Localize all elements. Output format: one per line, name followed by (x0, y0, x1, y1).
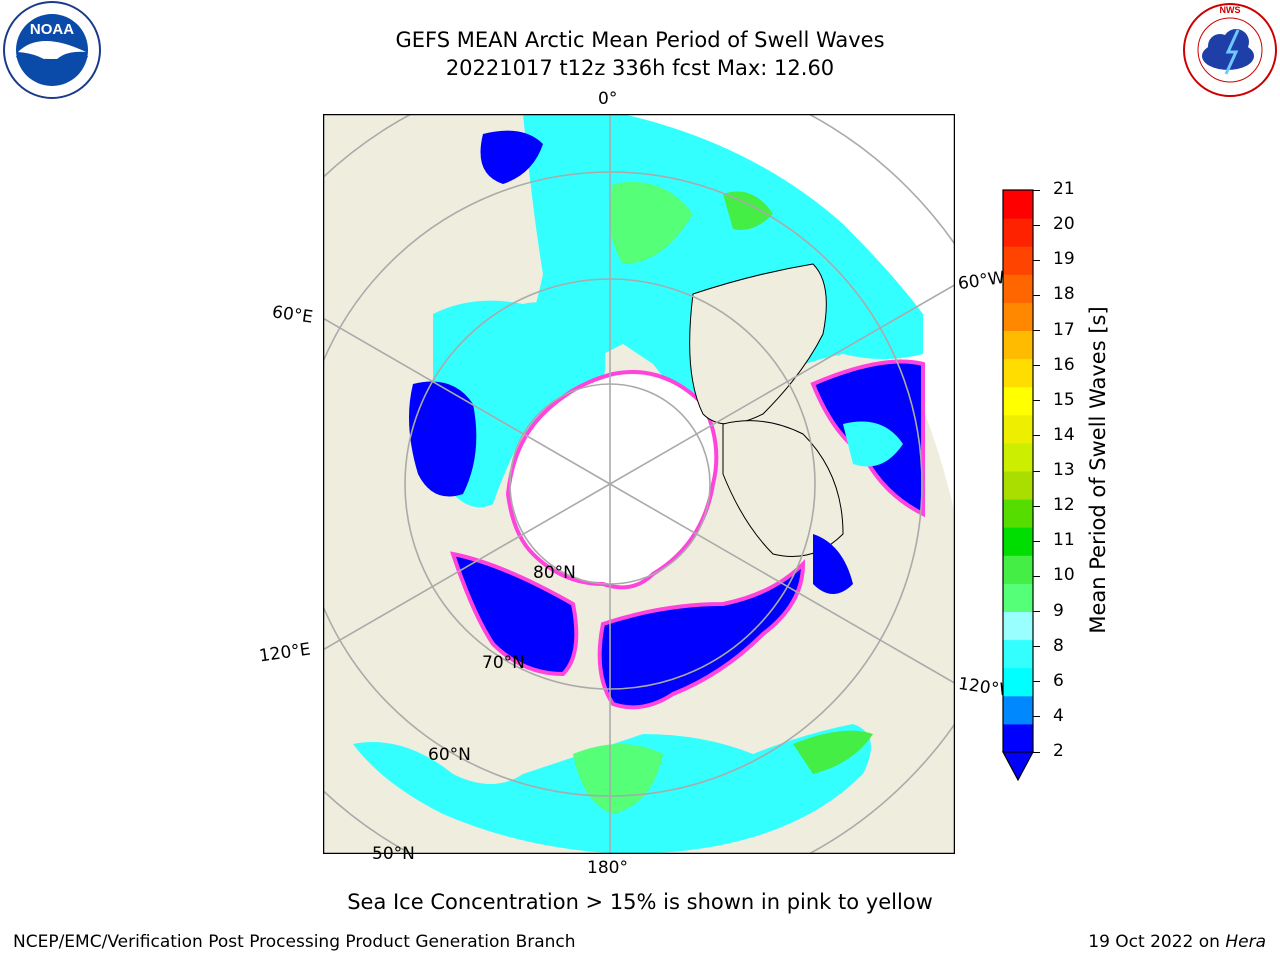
greenland (689, 263, 827, 425)
colorbar-swatch (1003, 499, 1033, 528)
svg-text:NWS: NWS (1220, 5, 1241, 15)
colorbar-swatch (1003, 471, 1033, 500)
colorbar-label: Mean Period of Swell Waves [s] (1086, 306, 1110, 634)
colorbar-tick-label: 4 (1053, 705, 1064, 726)
colorbar-tick-label: 14 (1053, 424, 1075, 445)
colorbar-tick-mark (1033, 189, 1040, 191)
lon-label-60e: 60°E (270, 302, 315, 328)
colorbar-tick-mark (1033, 646, 1040, 648)
colorbar-tick-label: 15 (1053, 389, 1075, 410)
colorbar-tick-label: 20 (1053, 214, 1075, 235)
lat-label-50: 50°N (372, 844, 415, 864)
colorbar-tick-label: 19 (1053, 249, 1075, 270)
colorbar-tick-label: 18 (1053, 284, 1075, 305)
colorbar-swatch (1003, 414, 1033, 444)
colorbar-swatch (1003, 386, 1033, 416)
colorbar-tick-label: 6 (1053, 670, 1064, 691)
beaufort-sea (597, 559, 806, 710)
colorbar-tick-mark (1033, 294, 1040, 296)
lon-label-60w: 60°W (956, 267, 1007, 295)
colorbar (1001, 189, 1035, 782)
colorbar-tick-mark (1033, 400, 1040, 402)
colorbar-tick-mark (1033, 540, 1040, 542)
lon-label-180: 180° (587, 858, 628, 878)
lat-label-80: 80°N (533, 563, 576, 583)
colorbar-tick-mark (1033, 611, 1040, 612)
footer-date: 19 Oct 2022 on (1088, 932, 1226, 952)
lon-label-120e: 120°E (257, 639, 312, 667)
colorbar-tick-label: 10 (1053, 565, 1075, 586)
colorbar-tick-label: 11 (1053, 530, 1075, 551)
colorbar-swatch (1003, 274, 1033, 303)
colorbar-swatch (1003, 583, 1033, 612)
lon-label-0: 0° (598, 89, 618, 109)
lat-label-70: 70°N (482, 653, 525, 673)
colorbar-tick-label: 2 (1053, 741, 1064, 761)
colorbar-tick-mark (1033, 716, 1040, 718)
colorbar-swatch (1003, 358, 1033, 388)
colorbar-swatch (1003, 190, 1033, 219)
footer-host: Hera (1225, 932, 1266, 952)
colorbar-swatch (1003, 723, 1033, 753)
colorbar-extend-arrow (1001, 751, 1035, 782)
footer-left: NCEP/EMC/Verification Post Processing Pr… (13, 932, 576, 952)
colorbar-tick-mark (1033, 751, 1040, 753)
chart-title-line2: 20221017 t12z 336h fcst Max: 12.60 (445, 56, 835, 80)
colorbar-swatch (1003, 302, 1033, 331)
footer-right: 19 Oct 2022 on Hera (1088, 932, 1266, 952)
colorbar-tick-mark (1033, 505, 1040, 507)
colorbar-tick-label: 17 (1053, 319, 1075, 340)
nws-logo: NWS (1183, 3, 1277, 97)
colorbar-tick-label: 8 (1053, 635, 1064, 656)
colorbar-swatch (1003, 527, 1033, 556)
colorbar-swatch (1003, 246, 1033, 275)
barents-sea (433, 300, 606, 508)
colorbar-swatch (1003, 218, 1033, 247)
colorbar-tick-label: 16 (1053, 354, 1075, 375)
colorbar-tick-mark (1033, 365, 1040, 367)
colorbar-tick-mark (1033, 259, 1040, 261)
chart-title-line1: GEFS MEAN Arctic Mean Period of Swell Wa… (395, 28, 885, 52)
noaa-logo-text: NOAA (30, 21, 74, 38)
lat-label-60: 60°N (428, 745, 471, 765)
ice-caption: Sea Ice Concentration > 15% is shown in … (347, 890, 933, 914)
colorbar-tick-mark (1033, 575, 1040, 577)
colorbar-tick-mark (1033, 435, 1040, 437)
graticule (323, 114, 954, 853)
colorbar-swatch (1003, 330, 1033, 360)
colorbar-tick-mark (1033, 224, 1040, 226)
colorbar-tick-mark (1033, 470, 1040, 472)
colorbar-tick-label: 12 (1053, 495, 1075, 516)
noaa-logo: NOAA (3, 1, 101, 99)
colorbar-tick-label: 21 (1053, 179, 1075, 199)
colorbar-swatch (1003, 611, 1033, 641)
arctic-map (323, 114, 955, 854)
colorbar-swatch (1003, 442, 1033, 472)
colorbar-tick-mark (1033, 681, 1040, 683)
colorbar-tick-label: 13 (1053, 460, 1075, 480)
colorbar-swatch (1003, 555, 1033, 584)
colorbar-tick-mark (1033, 330, 1040, 331)
colorbar-swatch (1003, 695, 1033, 725)
map-frame (323, 114, 955, 854)
colorbar-swatch (1003, 639, 1033, 669)
laptev-sea (450, 551, 579, 677)
colorbar-swatch (1003, 667, 1033, 697)
colorbar-tick-label: 9 (1053, 600, 1064, 621)
